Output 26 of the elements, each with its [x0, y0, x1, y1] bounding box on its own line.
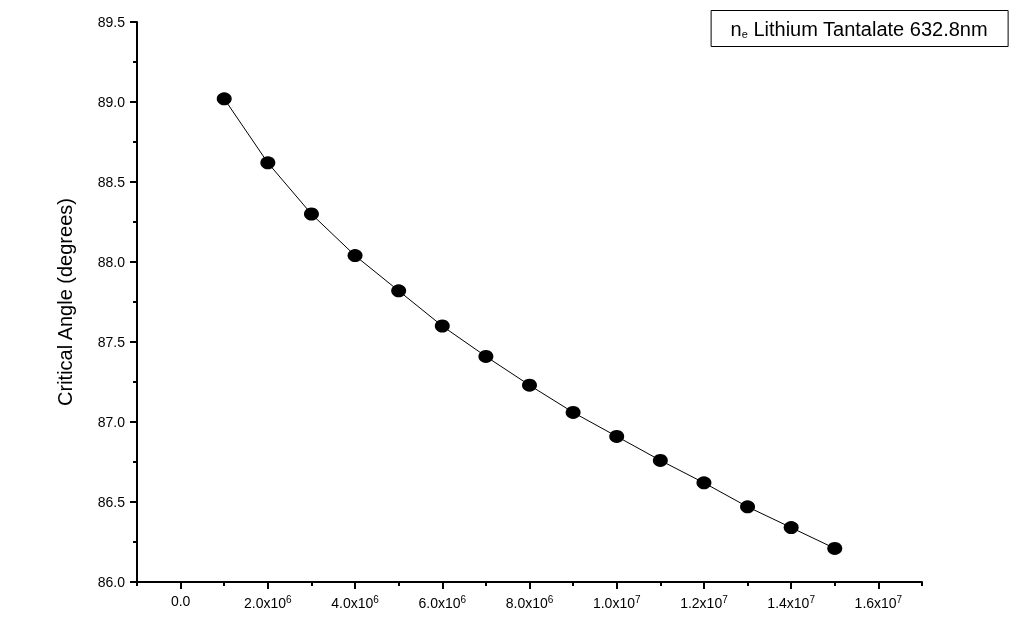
y-tick-label: 89.5 [97, 14, 126, 30]
y-tick-label: 88.0 [97, 254, 126, 270]
y-axis-title: Critical Angle (degrees) [54, 198, 76, 406]
y-tick-label: 87.0 [97, 414, 126, 430]
point [783, 521, 799, 535]
point [303, 207, 319, 221]
point [652, 453, 668, 467]
point [216, 92, 232, 106]
y-tick-label: 88.5 [97, 174, 126, 190]
point [609, 429, 625, 443]
point [260, 156, 276, 170]
x-tick-label: 0.0 [170, 593, 191, 609]
point [434, 319, 450, 333]
point [522, 378, 537, 392]
point [391, 284, 407, 298]
y-tick-label: 87.5 [97, 334, 126, 350]
y-tick-label: 86.5 [97, 494, 126, 510]
y-tick-label: 86.0 [97, 574, 126, 590]
y-tick-label: 89.0 [97, 94, 126, 110]
point [347, 249, 363, 263]
point [740, 500, 756, 514]
chart-title: ne Lithium Tantalate 632.8nm [730, 17, 988, 40]
point [478, 349, 494, 363]
point [827, 541, 843, 555]
point [696, 476, 712, 490]
point [565, 405, 581, 419]
